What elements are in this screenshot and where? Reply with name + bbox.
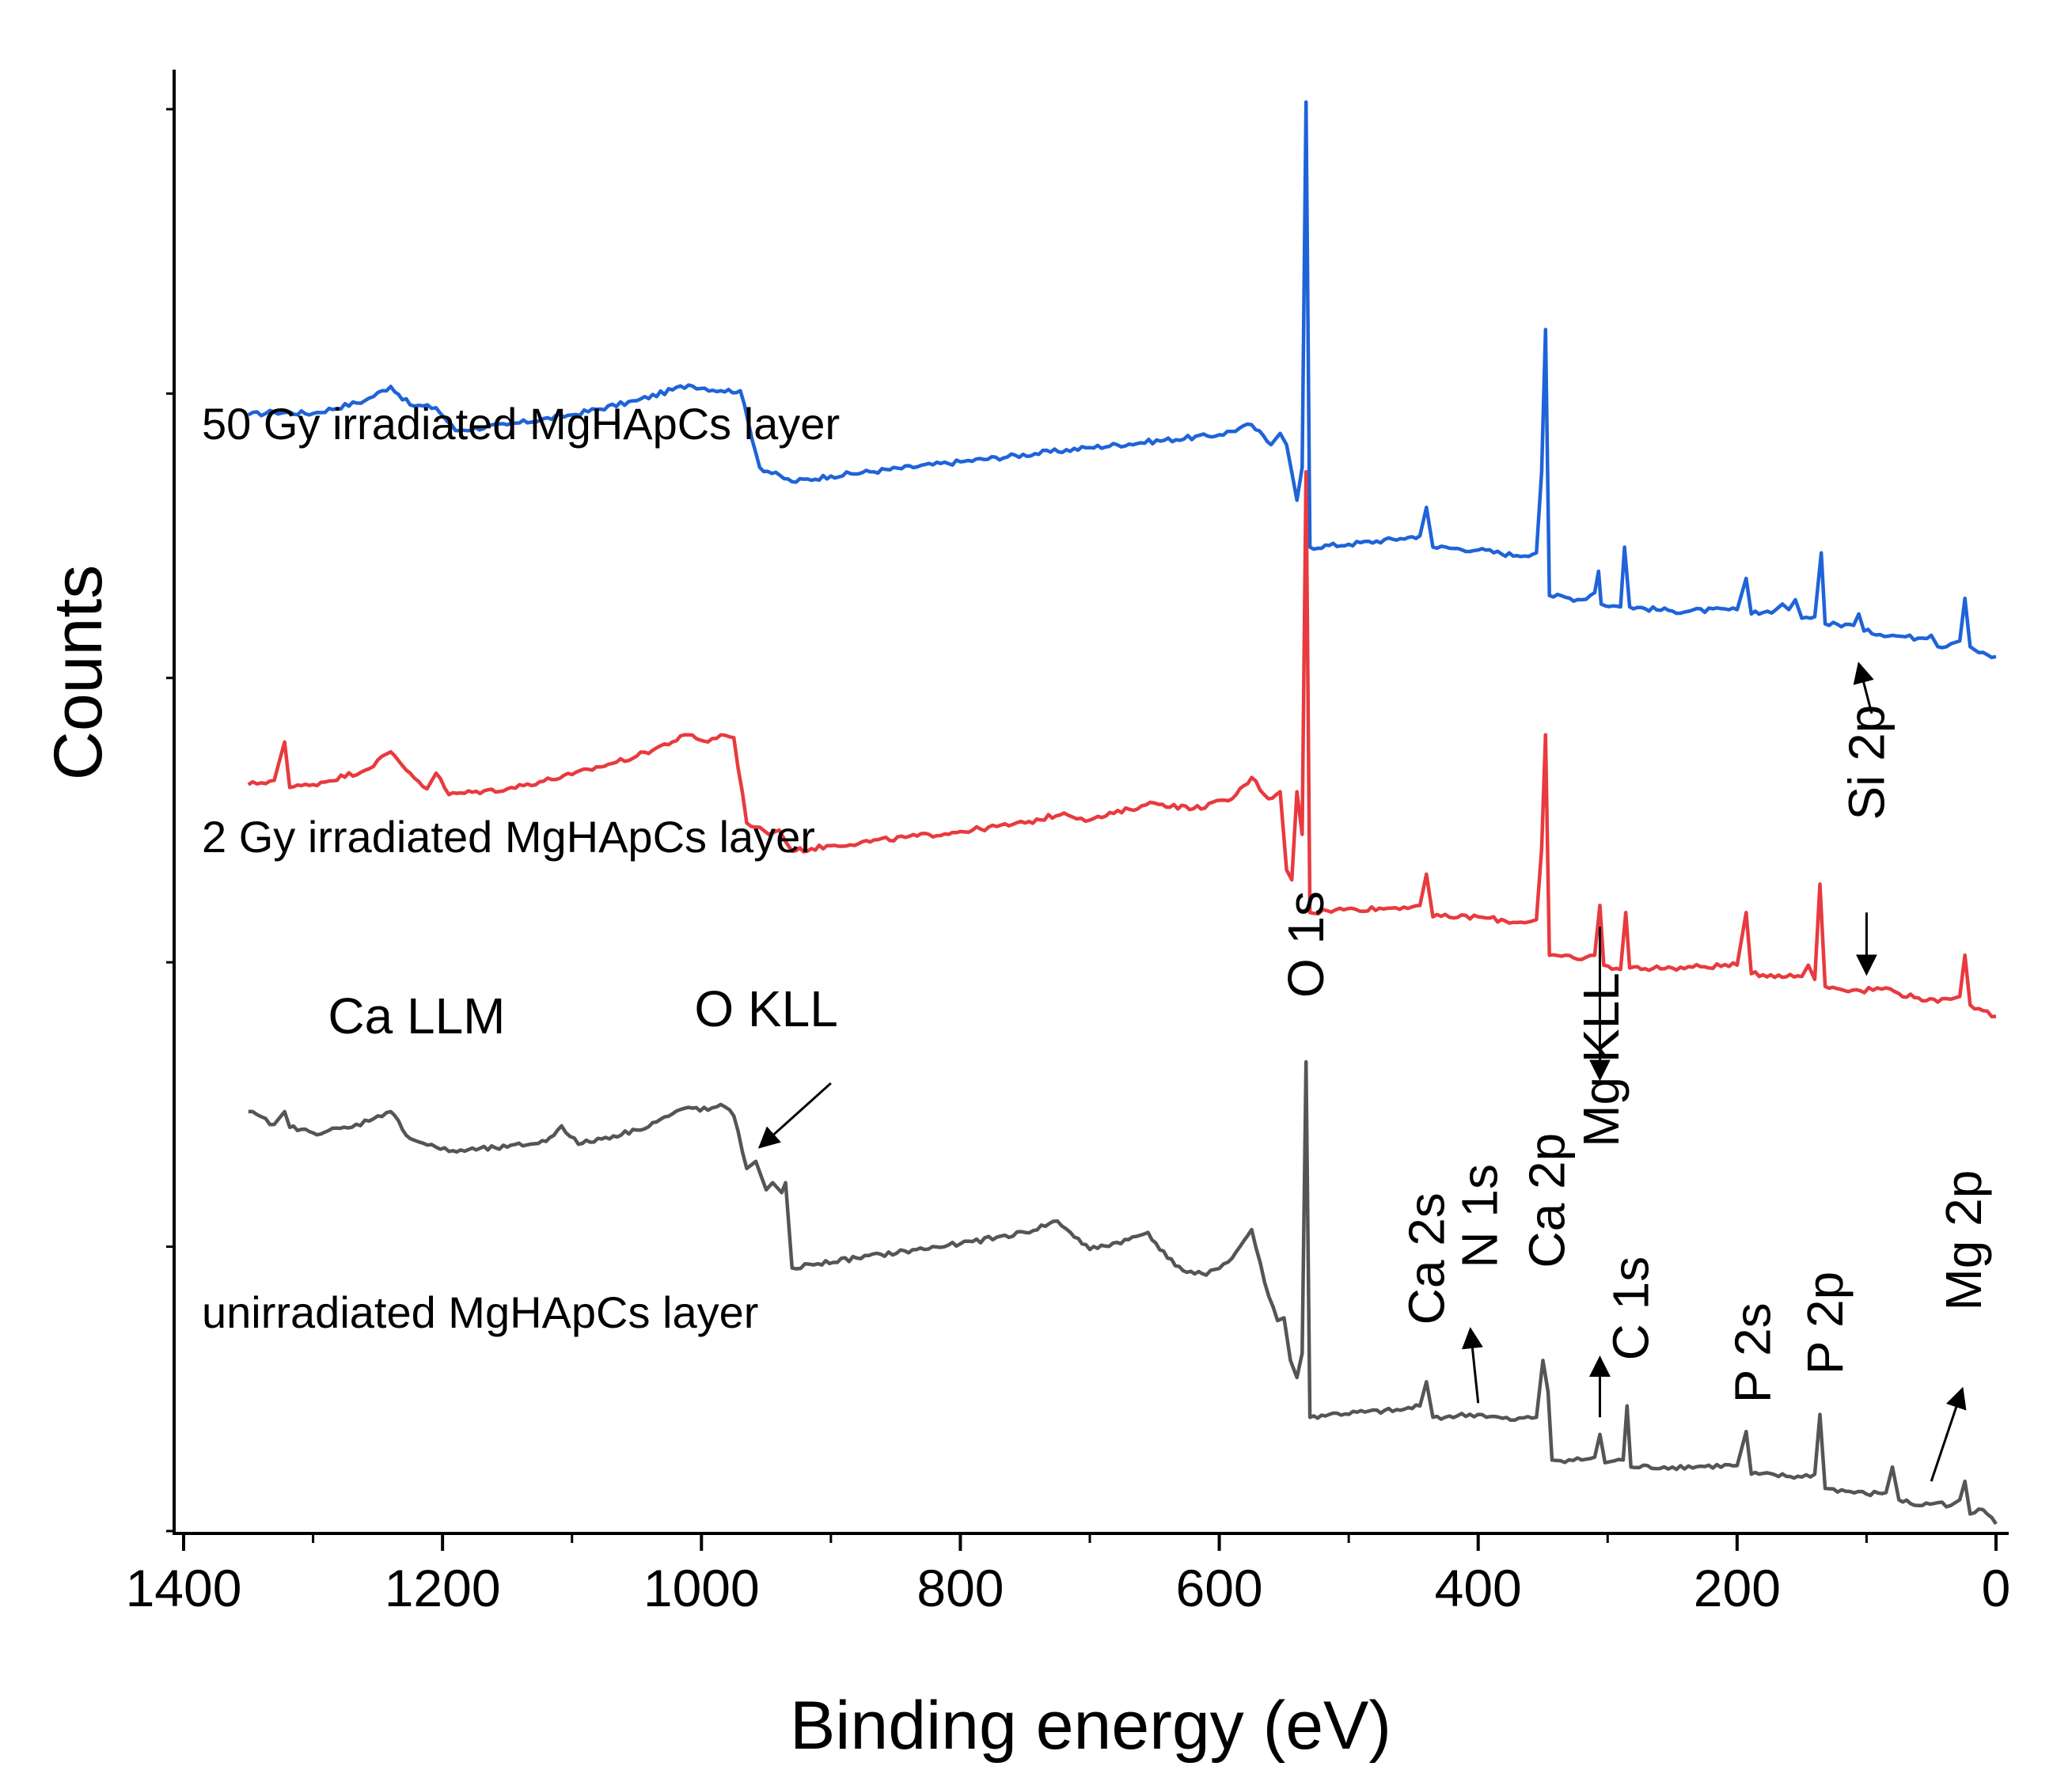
x-axis-title: Binding energy (eV) bbox=[790, 1688, 1391, 1764]
annotation-arrow bbox=[1930, 1386, 1967, 1482]
peak-label: O KLL bbox=[694, 980, 837, 1037]
annotation-arrow bbox=[757, 1082, 832, 1149]
annotation-arrow bbox=[1462, 1327, 1483, 1404]
peak-label: Si 2p bbox=[1838, 705, 1895, 821]
x-tick-label: 0 bbox=[1982, 1559, 2011, 1617]
peak-label: Ca 2p bbox=[1518, 1133, 1575, 1268]
peak-label: P 2s bbox=[1725, 1302, 1782, 1403]
x-tick-label: 400 bbox=[1435, 1559, 1522, 1617]
x-tick-label: 800 bbox=[916, 1559, 1004, 1617]
x-tick-label: 1000 bbox=[643, 1559, 760, 1617]
annotation-labels: 50 Gy irradiated MgHApCs layer 2 Gy irra… bbox=[202, 399, 1992, 1403]
peak-label: P 2p bbox=[1797, 1272, 1854, 1375]
series-label-unirradiated: unirradiated MgHApCs layer bbox=[202, 1287, 758, 1337]
peak-label: Ca LLM bbox=[328, 987, 505, 1044]
series-line-0 bbox=[247, 100, 1997, 660]
annotation-arrow bbox=[1853, 661, 1874, 714]
peak-label: C 1s bbox=[1603, 1256, 1660, 1361]
annotation-arrows bbox=[757, 661, 1967, 1482]
y-axis-title: Counts bbox=[40, 565, 116, 781]
x-tick-label: 1200 bbox=[385, 1559, 501, 1617]
series-label-50gy: 50 Gy irradiated MgHApCs layer bbox=[202, 399, 840, 449]
x-ticks: 1400 1200 1000 800 600 400 200 0 bbox=[126, 1533, 2011, 1617]
peak-label: O 1s bbox=[1277, 891, 1334, 998]
x-tick-label: 600 bbox=[1176, 1559, 1263, 1617]
series-layer bbox=[247, 100, 1998, 1526]
y-ticks bbox=[166, 108, 174, 1533]
peak-label: N 1s bbox=[1451, 1164, 1508, 1268]
peak-label: Mg 2p bbox=[1935, 1170, 1992, 1311]
series-label-2gy: 2 Gy irradiated MgHApCs layer bbox=[202, 812, 815, 862]
x-tick-label: 200 bbox=[1694, 1559, 1781, 1617]
peak-label: Ca 2s bbox=[1398, 1192, 1455, 1325]
peak-label: Mg KLL bbox=[1573, 972, 1630, 1147]
series-line-1 bbox=[247, 469, 1997, 1019]
series-line-2 bbox=[248, 1059, 1998, 1526]
x-tick-label: 1400 bbox=[126, 1559, 242, 1617]
